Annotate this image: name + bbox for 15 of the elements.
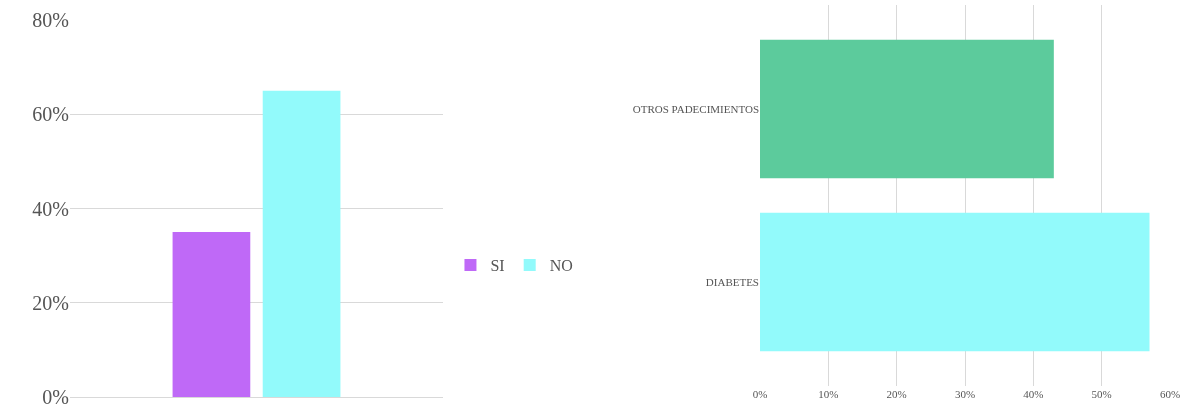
- legend-label: NO: [549, 257, 573, 275]
- x-tick-label: 60%: [1159, 388, 1181, 400]
- y-tick-label: 40%: [32, 197, 69, 220]
- x-tick-label: 10%: [818, 388, 839, 400]
- x-tick-label: 40%: [1023, 388, 1044, 400]
- y-tick-label: 60%: [32, 103, 69, 126]
- legend-label: SI: [490, 257, 505, 275]
- y-tick-label: OTROS PADECIMIENTOS: [632, 102, 759, 115]
- x-tick-label: 30%: [954, 388, 976, 400]
- x-tick-label: 20%: [886, 388, 907, 400]
- x-tick-label: 50%: [1091, 388, 1112, 400]
- y-tick-label: DIABETES: [705, 275, 759, 288]
- y-tick-label: 80%: [32, 9, 69, 31]
- y-tick-label: 20%: [32, 291, 69, 314]
- x-tick-label: 0%: [752, 388, 768, 400]
